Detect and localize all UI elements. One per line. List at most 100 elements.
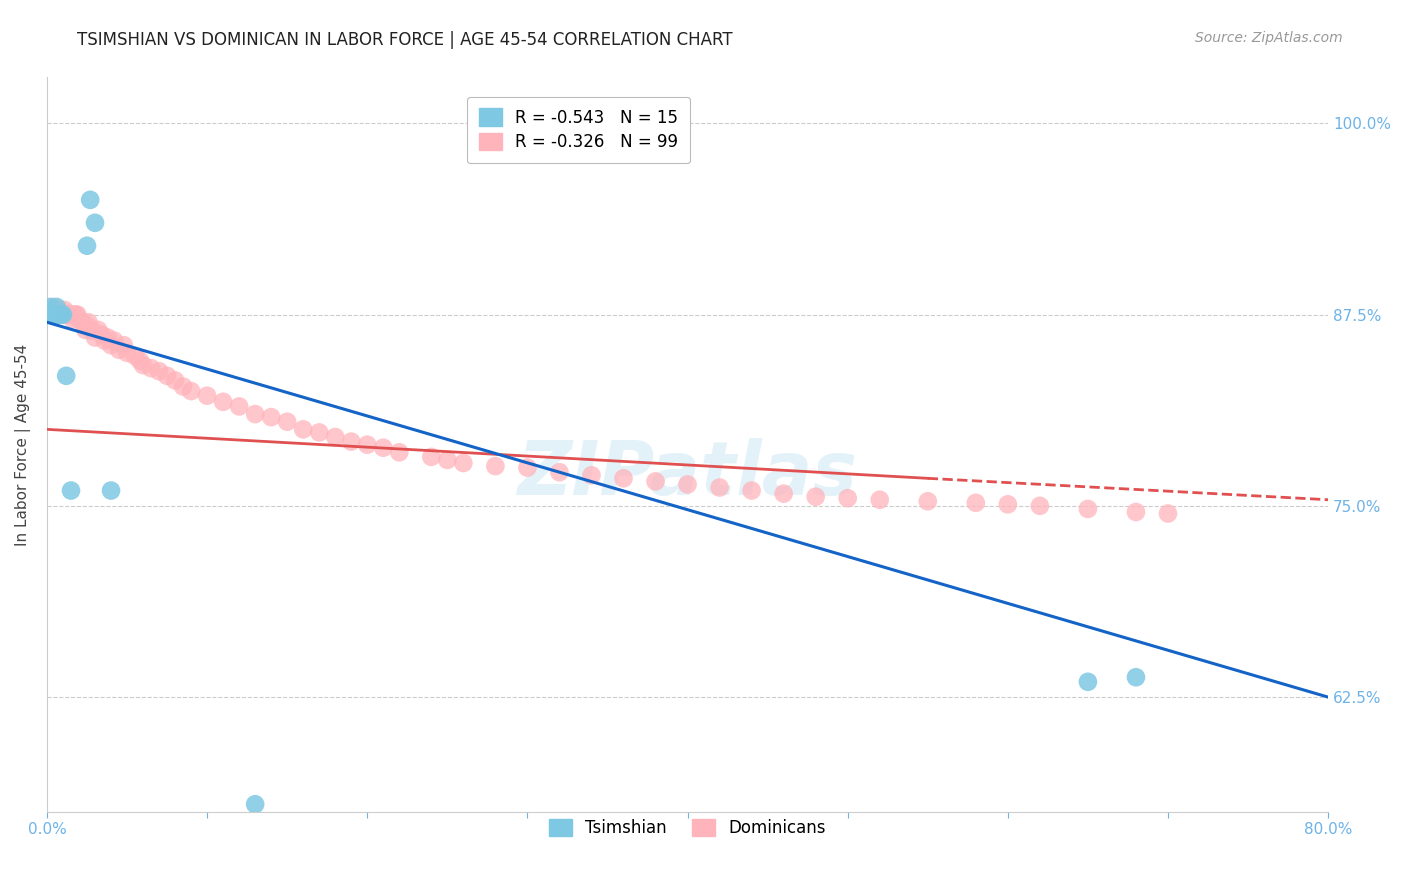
Point	[115, 346, 138, 360]
Point	[55, 368, 77, 383]
Point	[741, 483, 763, 498]
Point	[65, 308, 87, 322]
Point	[997, 497, 1019, 511]
Point	[44, 308, 66, 322]
Point	[165, 373, 187, 387]
Point	[62, 312, 84, 326]
Point	[52, 308, 75, 322]
Point	[869, 492, 891, 507]
Legend: Tsimshian, Dominicans: Tsimshian, Dominicans	[543, 813, 832, 844]
Point	[79, 193, 101, 207]
Point	[128, 353, 150, 368]
Point	[356, 437, 378, 451]
Point	[52, 308, 75, 322]
Point	[260, 410, 283, 425]
Point	[644, 475, 666, 489]
Point	[84, 330, 107, 344]
Point	[39, 300, 62, 314]
Point	[1077, 502, 1099, 516]
Point	[243, 407, 266, 421]
Point	[45, 300, 67, 314]
Point	[55, 308, 77, 322]
Point	[66, 308, 89, 322]
Point	[63, 308, 86, 322]
Point	[51, 308, 73, 322]
Point	[97, 330, 120, 344]
Point	[108, 343, 131, 357]
Point	[709, 481, 731, 495]
Point	[373, 441, 395, 455]
Point	[100, 338, 122, 352]
Point	[80, 323, 103, 337]
Point	[308, 425, 330, 440]
Point	[70, 315, 93, 329]
Point	[484, 459, 506, 474]
Point	[676, 477, 699, 491]
Point	[46, 308, 69, 322]
Point	[46, 308, 69, 322]
Point	[212, 394, 235, 409]
Point	[804, 490, 827, 504]
Point	[772, 486, 794, 500]
Point	[84, 216, 107, 230]
Point	[41, 308, 63, 322]
Point	[436, 453, 458, 467]
Text: ZIPatlas: ZIPatlas	[517, 438, 858, 510]
Point	[228, 400, 250, 414]
Point	[124, 349, 146, 363]
Point	[139, 361, 162, 376]
Point	[1125, 505, 1147, 519]
Point	[53, 303, 76, 318]
Point	[87, 323, 110, 337]
Point	[1077, 674, 1099, 689]
Point	[965, 496, 987, 510]
Point	[58, 308, 80, 322]
Point	[76, 318, 98, 333]
Point	[195, 389, 218, 403]
Point	[49, 303, 72, 318]
Point	[516, 460, 538, 475]
Text: Source: ZipAtlas.com: Source: ZipAtlas.com	[1195, 31, 1343, 45]
Point	[90, 327, 112, 342]
Point	[581, 468, 603, 483]
Point	[156, 368, 179, 383]
Point	[67, 312, 90, 326]
Point	[42, 308, 65, 322]
Point	[172, 379, 194, 393]
Point	[340, 434, 363, 449]
Point	[132, 358, 155, 372]
Point	[59, 483, 82, 498]
Point	[453, 456, 475, 470]
Y-axis label: In Labor Force | Age 45-54: In Labor Force | Age 45-54	[15, 343, 31, 546]
Point	[112, 338, 135, 352]
Point	[1125, 670, 1147, 684]
Point	[77, 315, 100, 329]
Text: TSIMSHIAN VS DOMINICAN IN LABOR FORCE | AGE 45-54 CORRELATION CHART: TSIMSHIAN VS DOMINICAN IN LABOR FORCE | …	[77, 31, 733, 49]
Point	[45, 308, 67, 322]
Point	[548, 465, 571, 479]
Point	[148, 364, 170, 378]
Point	[243, 797, 266, 812]
Point	[180, 384, 202, 398]
Point	[1029, 499, 1052, 513]
Point	[388, 445, 411, 459]
Point	[56, 308, 79, 322]
Point	[292, 422, 315, 436]
Point	[45, 303, 67, 318]
Point	[59, 308, 82, 322]
Point	[420, 450, 443, 464]
Point	[75, 323, 97, 337]
Point	[837, 491, 859, 506]
Point	[917, 494, 939, 508]
Point	[1157, 507, 1180, 521]
Point	[76, 239, 98, 253]
Point	[100, 483, 122, 498]
Point	[42, 300, 65, 314]
Point	[93, 334, 115, 348]
Point	[51, 308, 73, 322]
Point	[612, 471, 634, 485]
Point	[276, 415, 298, 429]
Point	[323, 430, 346, 444]
Point	[49, 308, 72, 322]
Point	[103, 334, 125, 348]
